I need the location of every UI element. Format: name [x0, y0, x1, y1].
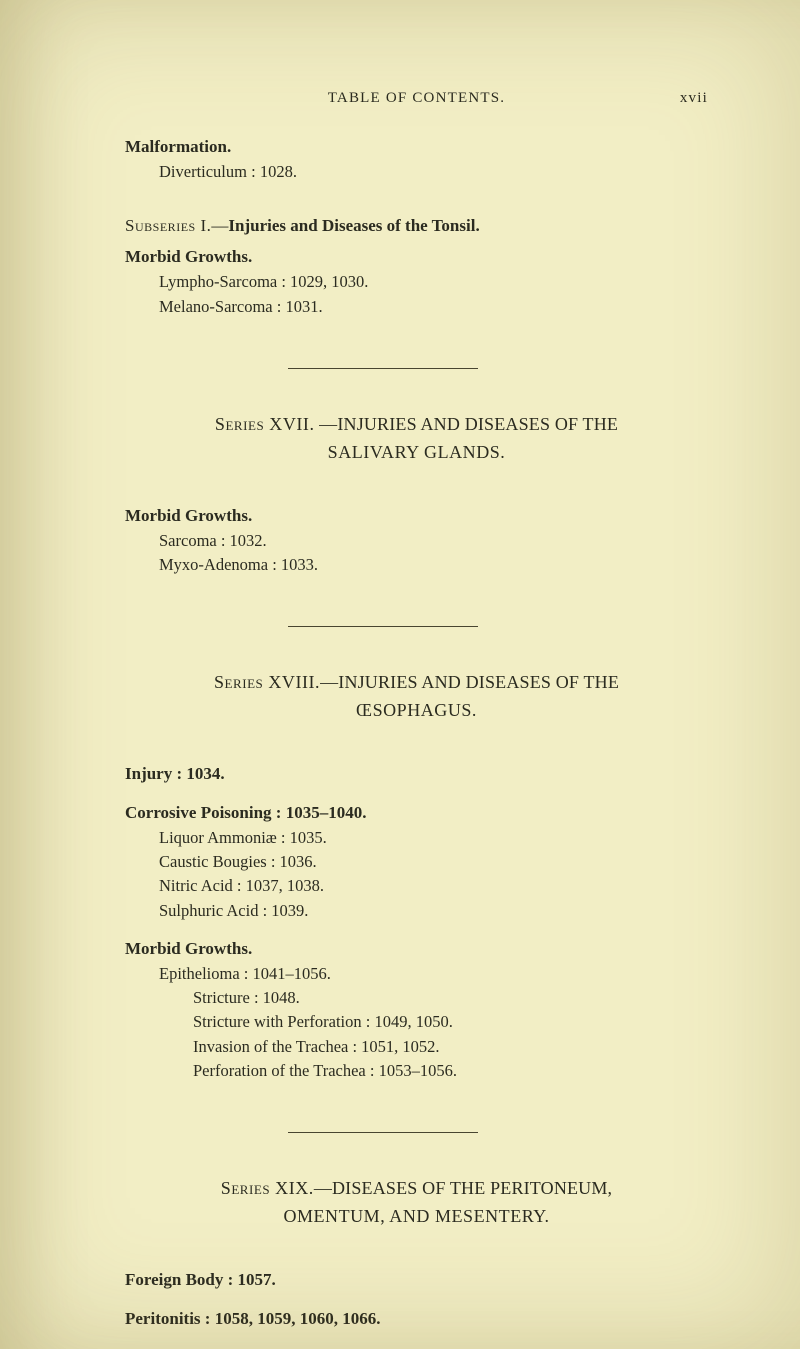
- entry-subline: Stricture : 1048.: [193, 987, 708, 1009]
- entry-line: Sulphuric Acid : 1039.: [159, 900, 708, 922]
- entry-heading: Malformation.: [125, 136, 708, 159]
- page-content: TABLE OF CONTENTS. xvii Malformation.Div…: [0, 0, 800, 1349]
- entry-line: Epithelioma : 1041–1056.: [159, 963, 708, 985]
- entry-heading: Injury : 1034.: [125, 763, 708, 786]
- entry-line: Lympho-Sarcoma : 1029, 1030.: [159, 271, 708, 293]
- entry-line: Nitric Acid : 1037, 1038.: [159, 875, 708, 897]
- entry-heading: Morbid Growths.: [125, 246, 708, 269]
- entry-heading: Peritonitis : 1058, 1059, 1060, 1066.: [125, 1308, 708, 1331]
- series-rest: —INJURIES AND DISEASES OF THE: [320, 672, 619, 692]
- entry-line: Myxo-Adenoma : 1033.: [159, 554, 708, 576]
- series-lead: Series XIX.: [221, 1178, 314, 1198]
- section-rule: [288, 1132, 478, 1133]
- series-subtitle: SALIVARY GLANDS.: [147, 439, 687, 467]
- page-number: xvii: [658, 88, 708, 108]
- running-head-title: TABLE OF CONTENTS.: [175, 88, 658, 108]
- series-lead: Series XVIII.: [214, 672, 320, 692]
- series-heading: Series XVIII.—INJURIES AND DISEASES OF T…: [147, 669, 687, 725]
- subseries-rest: —Injuries and Diseases of the Tonsil.: [211, 216, 479, 235]
- series-rest: —INJURIES AND DISEASES OF THE: [314, 414, 618, 434]
- series-heading: Series XVII. —INJURIES AND DISEASES OF T…: [147, 411, 687, 467]
- entry-line: Melano-Sarcoma : 1031.: [159, 296, 708, 318]
- entry-heading: Corrosive Poisoning : 1035–1040.: [125, 802, 708, 825]
- series-subtitle: OMENTUM, AND MESENTERY.: [147, 1203, 687, 1231]
- series-subtitle: ŒSOPHAGUS.: [147, 697, 687, 725]
- series-lead: Series XVII.: [215, 414, 315, 434]
- series-rest: —DISEASES OF THE PERITONEUM,: [314, 1178, 612, 1198]
- running-head-spacer: [125, 88, 175, 108]
- entry-subline: Stricture with Perforation : 1049, 1050.: [193, 1011, 708, 1033]
- entry-subline: Invasion of the Trachea : 1051, 1052.: [193, 1036, 708, 1058]
- entry-line: Diverticulum : 1028.: [159, 161, 708, 183]
- subseries-lead: Subseries I.: [125, 216, 211, 235]
- running-head: TABLE OF CONTENTS. xvii: [125, 88, 708, 108]
- toc-body: Malformation.Diverticulum : 1028. Subseri…: [125, 136, 708, 1349]
- section-rule: [288, 626, 478, 627]
- entry-heading: Foreign Body : 1057.: [125, 1269, 708, 1292]
- section-rule: [288, 368, 478, 369]
- entry-line: Liquor Ammoniæ : 1035.: [159, 827, 708, 849]
- entry-subline: Perforation of the Trachea : 1053–1056.: [193, 1060, 708, 1082]
- subseries-heading: Subseries I.—Injuries and Diseases of th…: [125, 215, 708, 238]
- entry-line: Sarcoma : 1032.: [159, 530, 708, 552]
- entry-heading: Morbid Growths.: [125, 938, 708, 961]
- series-heading: Series XIX.—DISEASES OF THE PERITONEUM, O…: [147, 1175, 687, 1231]
- entry-heading: Morbid Growths.: [125, 505, 708, 528]
- entry-line: Caustic Bougies : 1036.: [159, 851, 708, 873]
